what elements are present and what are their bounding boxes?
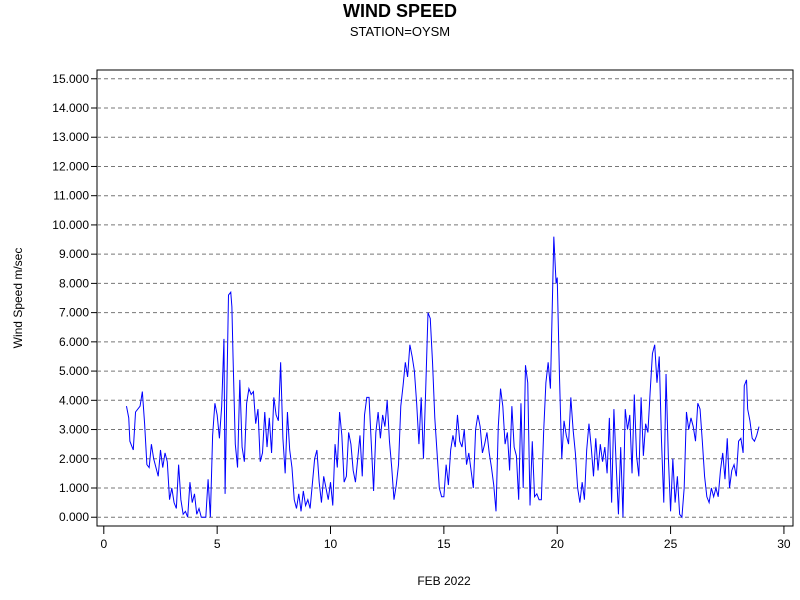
y-tick-label: 0.000 (59, 510, 89, 524)
x-tick-label: 0 (100, 537, 107, 551)
chart-title: WIND SPEED (343, 1, 457, 21)
y-tick-label: 12.000 (52, 159, 89, 173)
y-tick-label: 14.000 (52, 101, 89, 115)
y-tick-label: 7.000 (59, 306, 89, 320)
y-tick-label: 9.000 (59, 247, 89, 261)
x-tick-label: 20 (551, 537, 565, 551)
plot-frame (96, 69, 794, 527)
y-tick-label: 4.000 (59, 393, 89, 407)
y-tick-label: 8.000 (59, 276, 89, 290)
y-tick-label: 15.000 (52, 72, 89, 86)
y-tick-label: 13.000 (52, 130, 89, 144)
y-tick-label: 5.000 (59, 364, 89, 378)
y-tick-label: 11.000 (53, 189, 89, 203)
y-tick-label: 2.000 (59, 452, 89, 466)
y-axis-label: Wind Speed m/sec (11, 248, 25, 349)
x-tick-label: 25 (664, 537, 678, 551)
chart-subtitle: STATION=OYSM (350, 24, 450, 39)
x-tick-label: 15 (437, 537, 451, 551)
y-tick-label: 3.000 (59, 423, 89, 437)
y-tick-label: 10.000 (52, 218, 89, 232)
wind-line (125, 236, 760, 519)
x-tick-label: 5 (214, 537, 221, 551)
x-axis-label: FEB 2022 (417, 574, 471, 588)
y-tick-label: 1.000 (59, 481, 89, 495)
x-tick-label: 10 (324, 537, 338, 551)
y-tick-label: 6.000 (59, 335, 89, 349)
x-tick-label: 30 (777, 537, 791, 551)
